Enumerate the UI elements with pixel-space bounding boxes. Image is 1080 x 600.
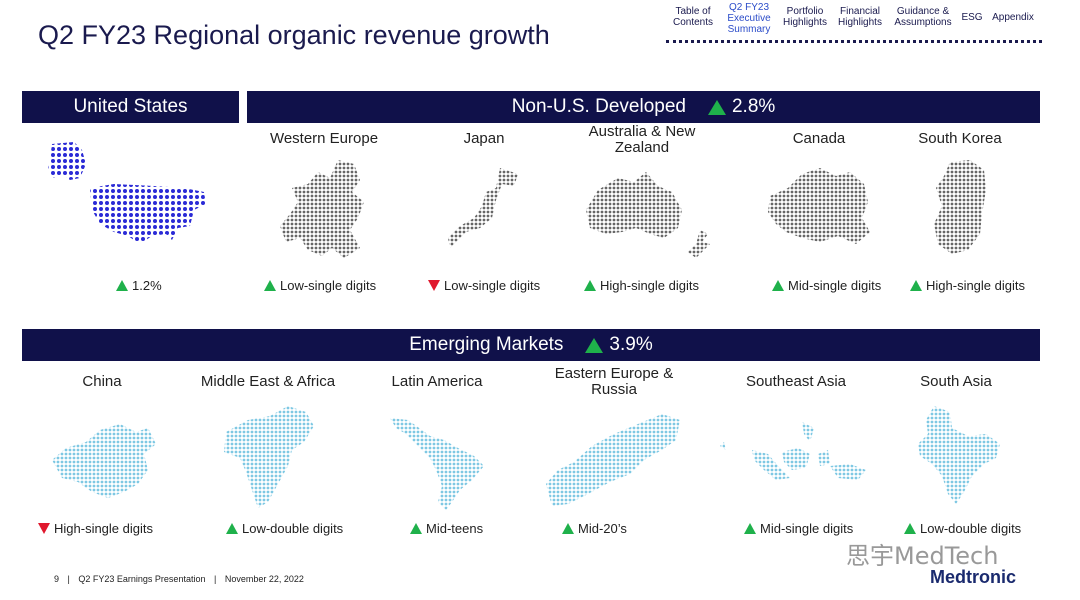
japan-map: [448, 168, 518, 248]
china-result: High-single digits: [38, 521, 153, 536]
up-arrow-icon: [585, 337, 604, 353]
up-arrow-icon: [904, 523, 916, 534]
region-name-south-asia: South Asia: [920, 373, 992, 390]
up-arrow-icon: [116, 280, 128, 291]
middle-east-africa-map: [224, 406, 314, 508]
presentation-date: November 22, 2022: [224, 574, 304, 584]
up-arrow-icon: [744, 523, 756, 534]
southeast-asia-map: [720, 422, 866, 480]
australia-nz-map: [586, 172, 710, 258]
south-asia-map: [918, 406, 1000, 504]
nav-appendix[interactable]: Appendix: [992, 12, 1034, 23]
region-name-canada: Canada: [792, 130, 846, 147]
page-number: 9: [54, 574, 60, 584]
up-arrow-icon: [772, 280, 784, 291]
us-bar: United States: [22, 91, 239, 123]
up-arrow-icon: [410, 523, 422, 534]
down-arrow-icon: [38, 523, 50, 534]
watermark: 思宇MedTech: [846, 542, 999, 570]
down-arrow-icon: [428, 280, 440, 291]
up-arrow-icon: [562, 523, 574, 534]
nav-financial-highlights[interactable]: Financial Highlights: [838, 6, 882, 28]
region-name-middle-east-africa: Middle East & Africa: [200, 373, 336, 390]
up-arrow-icon: [707, 99, 726, 115]
australia-nz-result: High-single digits: [584, 278, 699, 293]
latin-america-map: [390, 418, 484, 510]
eastern-europe-russia-map: [546, 414, 680, 506]
nav-esg[interactable]: ESG: [961, 12, 983, 23]
up-arrow-icon: [226, 523, 238, 534]
western-europe-result: Low-single digits: [264, 278, 376, 293]
nav-executive-summary[interactable]: Q2 FY23 Executive Summary: [727, 2, 771, 35]
us-bar-label: United States: [73, 96, 188, 117]
emerging-bar: Emerging Markets 3.9%: [22, 329, 1040, 361]
us-map: [48, 142, 206, 244]
us-result: 1.2%: [116, 278, 162, 293]
brand-logo: Medtronic: [930, 567, 1017, 587]
footer: 9 | Q2 FY23 Earnings Presentation | Nove…: [54, 574, 304, 584]
up-arrow-icon: [910, 280, 922, 291]
emerging-bar-value: 3.9%: [609, 334, 653, 355]
region-name-south-korea: South Korea: [918, 130, 1002, 147]
region-name-australia-nz: Australia & New Zealand: [588, 123, 696, 156]
region-name-western-europe: Western Europe: [269, 130, 379, 147]
up-arrow-icon: [264, 280, 276, 291]
nav-guidance-assumptions[interactable]: Guidance & Assumptions: [894, 6, 952, 28]
page-title: Q2 FY23 Regional organic revenue growth: [38, 20, 550, 50]
region-name-japan: Japan: [463, 130, 505, 147]
china-map: [52, 424, 156, 498]
japan-result: Low-single digits: [428, 278, 540, 293]
southeast-asia-result: Mid-single digits: [744, 521, 853, 536]
up-arrow-icon: [584, 280, 596, 291]
canada-result: Mid-single digits: [772, 278, 881, 293]
presentation-name: Q2 FY23 Earnings Presentation: [78, 574, 206, 584]
emerging-bar-label: Emerging Markets: [409, 334, 564, 355]
south-korea-map: [934, 160, 986, 254]
region-name-latin-america: Latin America: [391, 373, 483, 390]
latin-america-result: Mid-teens: [410, 521, 483, 536]
section-nav: Table of Contents Q2 FY23 Executive Summ…: [666, 2, 1042, 43]
developed-bar-value: 2.8%: [731, 96, 776, 117]
south-korea-result: High-single digits: [910, 278, 1025, 293]
western-europe-map: [280, 160, 364, 258]
nav-table-of-contents[interactable]: Table of Contents: [672, 6, 714, 28]
canada-map: [768, 168, 870, 244]
region-name-southeast-asia: Southeast Asia: [745, 373, 847, 390]
region-name-eastern-europe-russia: Eastern Europe & Russia: [554, 365, 674, 398]
eastern-europe-russia-result: Mid-20’s: [562, 521, 627, 536]
south-asia-result: Low-double digits: [904, 521, 1021, 536]
developed-bar: Non-U.S. Developed 2.8%: [247, 91, 1040, 123]
developed-bar-label: Non-U.S. Developed: [511, 96, 686, 117]
nav-portfolio-highlights[interactable]: Portfolio Highlights: [783, 6, 827, 28]
region-name-china: China: [82, 373, 122, 390]
middle-east-africa-result: Low-double digits: [226, 521, 343, 536]
